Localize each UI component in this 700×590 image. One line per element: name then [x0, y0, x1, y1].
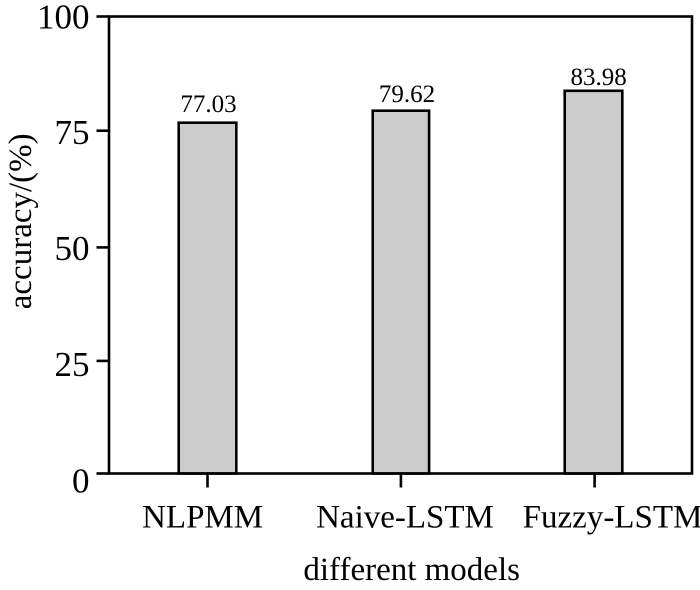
svg-text:77.03: 77.03: [180, 91, 236, 118]
svg-text:accuracy/(%): accuracy/(%): [3, 133, 39, 309]
svg-text:Naive-LSTM: Naive-LSTM: [316, 499, 494, 535]
svg-text:79.62: 79.62: [379, 81, 435, 108]
svg-text:100: 100: [37, 0, 90, 36]
svg-text:25: 25: [55, 345, 90, 384]
svg-text:NLPMM: NLPMM: [142, 499, 263, 535]
svg-text:Fuzzy-LSTM: Fuzzy-LSTM: [523, 499, 700, 535]
svg-text:different models: different models: [303, 552, 520, 588]
svg-text:83.98: 83.98: [570, 64, 626, 91]
svg-text:75: 75: [55, 113, 90, 152]
svg-text:0: 0: [72, 462, 90, 501]
svg-text:50: 50: [55, 229, 90, 268]
